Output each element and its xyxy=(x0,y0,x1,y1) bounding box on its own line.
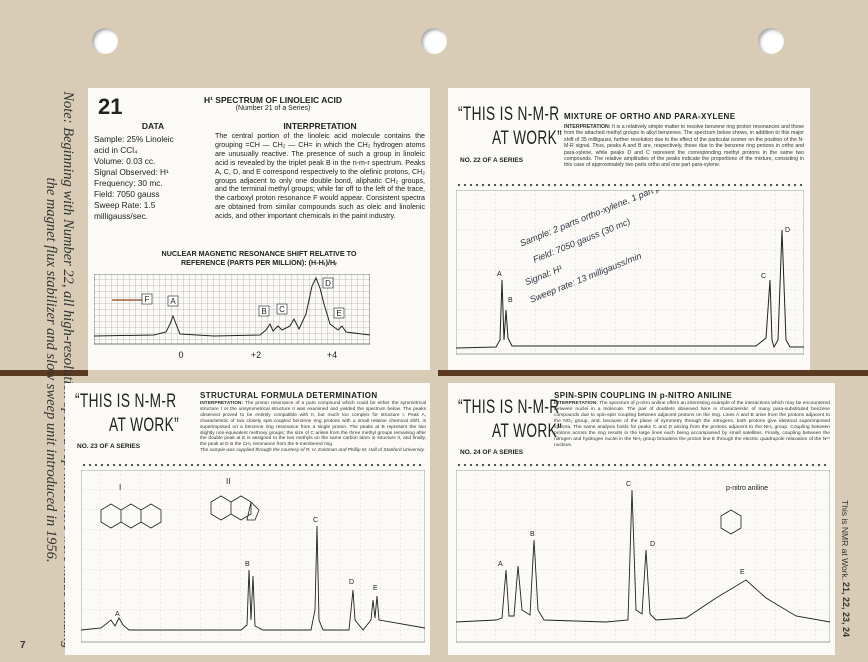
data-line: Signal Observed: H¹ xyxy=(94,167,210,178)
axis-label: 0 xyxy=(178,350,183,360)
peak-label: E xyxy=(373,585,378,592)
title: MIXTURE OF ORTHO AND PARA-XYLENE xyxy=(564,112,735,121)
peak-label: C xyxy=(761,273,766,280)
series-number: NO. 23 OF A SERIES xyxy=(77,443,140,450)
panel-21: 21 H¹ SPECTRUM OF LINOLEIC ACID (Number … xyxy=(88,88,430,370)
sprocket-row xyxy=(456,183,804,187)
peak-label: D xyxy=(650,541,655,548)
series-title: This is NMR at Work. xyxy=(840,500,850,580)
interpretation: The central portion of the linoleic acid… xyxy=(215,132,425,221)
grid xyxy=(81,470,425,642)
peak-label: D xyxy=(349,579,354,586)
peak-label: F xyxy=(145,295,150,304)
credit: The sample was supplied through the cour… xyxy=(200,448,425,453)
peak-label: A xyxy=(170,297,176,306)
grid xyxy=(456,190,804,354)
data-line: Frequency: 30 mc. xyxy=(94,178,210,189)
binder-hole xyxy=(92,28,118,54)
series-number: NO. 24 OF A SERIES xyxy=(460,449,523,456)
page-number: 7 xyxy=(20,640,26,651)
data-line: Sweep Rate: 1.5 milligauss/sec. xyxy=(94,200,210,222)
data-list: Sample: 25% Linoleic acid in CCl₄ Volume… xyxy=(94,134,210,222)
interpretation: INTERPRETATION: It is a relatively simpl… xyxy=(564,124,804,169)
series-number: NO. 22 OF A SERIES xyxy=(460,157,523,164)
interpretation-heading: INTERPRETATION: xyxy=(554,401,598,406)
peak-label: B xyxy=(261,307,266,316)
issue-number: 21 xyxy=(98,94,122,120)
peak-label: D xyxy=(785,227,790,234)
subtitle: (Number 21 of a Series) xyxy=(178,105,368,112)
compound-label: p-nitro aniline xyxy=(726,485,768,492)
headline: AT WORK” xyxy=(492,128,562,150)
interpretation-text: The spectrum of p-nitro aniline offers a… xyxy=(554,401,830,448)
peak-label: C xyxy=(279,305,285,314)
peak-label: B xyxy=(245,561,250,568)
interpretation: INTERPRETATION: The spectrum of p-nitro … xyxy=(554,401,830,449)
spectrum-caption: NUCLEAR MAGNETIC RESONANCE SHIFT RELATIV… xyxy=(148,249,370,267)
spectrum: F A B C D E 0 +2 +4 xyxy=(94,274,370,366)
interpretation-heading: INTERPRETATION: xyxy=(564,124,611,130)
title: H¹ SPECTRUM OF LINOLEIC ACID xyxy=(178,95,368,105)
structure-label: I xyxy=(119,483,121,492)
binder-hole xyxy=(758,28,784,54)
interpretation-heading: INTERPRETATION: xyxy=(200,401,243,406)
axis-label: +4 xyxy=(327,350,337,360)
data-line: Volume: 0.03 cc. xyxy=(94,156,210,167)
title: SPIN-SPIN COUPLING IN p-NITRO ANILINE xyxy=(554,391,732,400)
spectrum: A B C D Sample: 2 parts ortho-xylene, 1 … xyxy=(456,190,804,364)
structure-label: II xyxy=(226,477,230,486)
axis-label: +2 xyxy=(251,350,261,360)
interpretation-heading: INTERPRETATION xyxy=(215,121,425,131)
headline: “THIS IS N-M-R xyxy=(458,104,560,126)
title: STRUCTURAL FORMULA DETERMINATION xyxy=(200,391,378,400)
panel-22: “THIS IS N-M-R AT WORK” NO. 22 OF A SERI… xyxy=(448,88,810,370)
binder-hole xyxy=(421,28,447,54)
interpretation-text: It is a relatively simple matter to reso… xyxy=(564,124,804,168)
peak-label: B xyxy=(508,297,513,304)
separator xyxy=(438,370,868,376)
interpretation-text: The proton resonance of a pure compound … xyxy=(200,401,426,447)
panel-24: “THIS IS N-M-R AT WORK” NO. 24 OF A SERI… xyxy=(448,383,835,655)
headline: AT WORK” xyxy=(109,415,179,437)
interpretation: INTERPRETATION: The proton resonance of … xyxy=(200,401,426,454)
peak-label: E xyxy=(740,569,745,576)
headline: AT WORK” xyxy=(492,421,562,443)
peak-label: C xyxy=(626,481,631,488)
peak-label: E xyxy=(336,309,341,318)
headline: “THIS IS N-M-R xyxy=(458,397,560,419)
peak-label: B xyxy=(530,531,535,538)
peak-label: A xyxy=(498,561,503,568)
peak-label: A xyxy=(497,271,502,278)
sprocket-row xyxy=(456,463,830,467)
peak-label: D xyxy=(325,279,331,288)
data-line: Field: 7050 gauss xyxy=(94,189,210,200)
data-line: Sample: 25% Linoleic acid in CCl₄ xyxy=(94,134,186,156)
data-heading: DATA xyxy=(118,121,188,131)
panel-23: “THIS IS N-M-R AT WORK” NO. 23 OF A SERI… xyxy=(65,383,430,655)
series-numbers: 21, 22, 23, 24 xyxy=(841,582,851,637)
spectrum: p-nitro aniline A B C D E xyxy=(456,470,830,650)
page: Note: Beginning with Number 22, all high… xyxy=(0,0,868,662)
peak-label: A xyxy=(115,611,120,618)
peak-label: C xyxy=(313,517,318,524)
headline: “THIS IS N-M-R xyxy=(75,391,177,413)
spectrum: I II A B C D E xyxy=(81,470,425,650)
sprocket-row xyxy=(81,463,425,467)
